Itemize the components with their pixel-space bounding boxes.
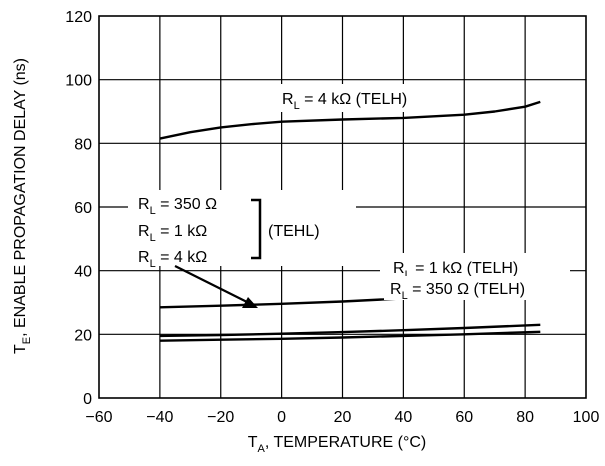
y-tick-label: 20 [74, 327, 92, 344]
tehl-item-4k: RL = 4 kΩ [138, 249, 207, 270]
y-tick-labels: 0 20 40 60 80 100 120 [65, 9, 92, 408]
annotation-telh-350: RL = 350 Ω (TELH) [390, 281, 525, 302]
x-tick-label: 20 [334, 409, 352, 426]
x-tick-label: 80 [516, 409, 534, 426]
x-tick-label: 40 [394, 409, 412, 426]
plot-frame [98, 15, 587, 399]
y-tick-label: 0 [83, 391, 92, 408]
tehl-arrowhead [242, 297, 258, 308]
tehl-legend-group: RL = 350 Ω RL = 1 kΩ RL = 4 kΩ (TEHL) [138, 196, 320, 270]
x-tick-label: 0 [277, 409, 286, 426]
tehl-arrow-line [174, 265, 250, 304]
x-tick-label: −20 [207, 409, 234, 426]
series-line-0 [159, 100, 541, 140]
series-line-2 [159, 323, 541, 338]
series-line-3 [159, 330, 541, 342]
x-tick-label: −60 [85, 409, 112, 426]
x-tick-labels: −60 −40 −20 0 20 40 60 80 100 [85, 409, 599, 426]
y-tick-label: 120 [65, 9, 92, 26]
x-axis-title: TA, TEMPERATURE (°C) [248, 434, 427, 455]
x-tick-label: −40 [146, 409, 173, 426]
annotation-telh-4k: RL = 4 kΩ (TELH) [282, 91, 407, 112]
annotation-telh-1k: RL = 1 kΩ (TELH) [393, 260, 518, 281]
y-tick-label: 80 [74, 136, 92, 153]
x-tick-label: 100 [573, 409, 600, 426]
x-tick-label: 60 [455, 409, 473, 426]
tehl-bracket [251, 198, 262, 260]
y-tick-label: 60 [74, 200, 92, 217]
y-axis-title: TE, ENABLE PROPAGATION DELAY (ns) [12, 58, 33, 354]
tehl-item-350: RL = 350 Ω [138, 196, 217, 217]
y-tick-label: 40 [74, 264, 92, 281]
tehl-label: (TEHL) [268, 223, 320, 240]
y-tick-label: 100 [65, 73, 92, 90]
grid [99, 16, 586, 398]
tehl-item-1k: RL = 1 kΩ [138, 223, 207, 244]
